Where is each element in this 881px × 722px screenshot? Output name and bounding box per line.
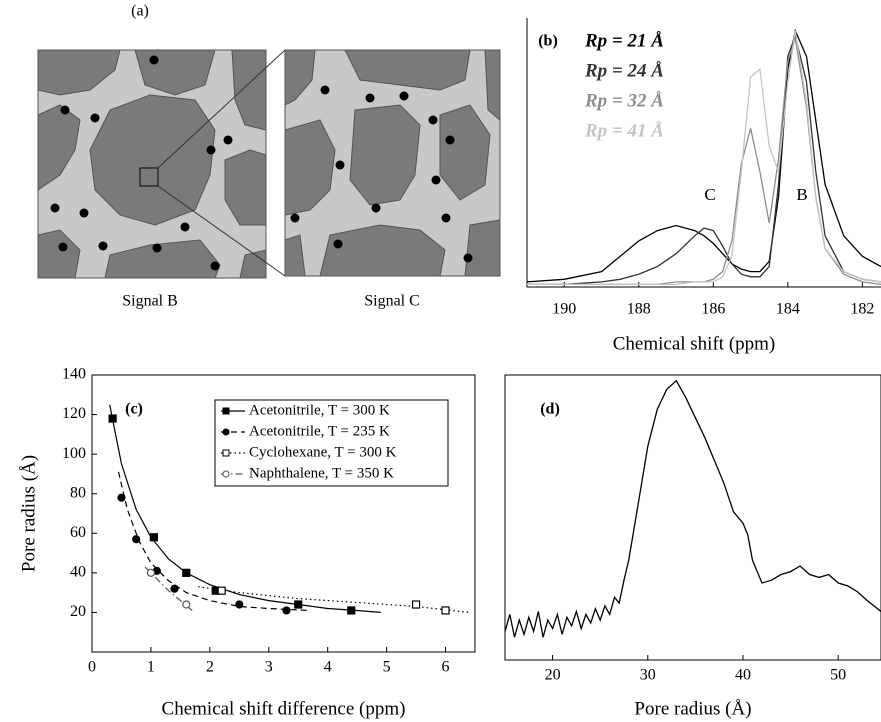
distribution-line bbox=[504, 379, 881, 638]
x-tick-label: 30 bbox=[640, 667, 656, 684]
marker bbox=[235, 600, 244, 609]
legend-label: Naphthalene, T = 350 K bbox=[249, 465, 394, 481]
marker bbox=[108, 414, 117, 423]
particles bbox=[50, 55, 233, 271]
x-axis-label: Chemical shift (ppm) bbox=[613, 333, 776, 354]
y-tick-label: 20 bbox=[70, 603, 86, 620]
peak-annotation: C bbox=[704, 185, 715, 204]
x-axis-label: Chemical shift difference (ppm) bbox=[162, 698, 406, 719]
legend-label: Acetonitrile, T = 300 K bbox=[249, 402, 390, 418]
legend-entry: Rp = 24 Å bbox=[584, 60, 664, 81]
legend-marker bbox=[222, 428, 230, 436]
marker bbox=[347, 606, 356, 615]
x-tick-label: 3 bbox=[265, 659, 273, 676]
marker bbox=[149, 533, 158, 542]
panel-label: (a) bbox=[131, 3, 149, 20]
x-tick-label: 50 bbox=[830, 667, 846, 684]
x-tick-label: 40 bbox=[735, 667, 751, 684]
y-tick-label: 80 bbox=[70, 484, 86, 501]
x-tick-label: 1 bbox=[147, 659, 155, 676]
legend-marker bbox=[222, 407, 230, 415]
x-tick-label: 20 bbox=[545, 667, 561, 684]
spectrum-line bbox=[527, 33, 881, 286]
zoom-box bbox=[139, 167, 159, 187]
x-tick-label: 186 bbox=[701, 301, 725, 318]
x-tick-label: 184 bbox=[776, 301, 800, 318]
x-tick-label: 4 bbox=[324, 659, 332, 676]
y-tick-label: 100 bbox=[62, 445, 86, 462]
marker bbox=[182, 568, 191, 577]
marker bbox=[132, 535, 141, 544]
x-axis-label: Pore radius (Å) bbox=[634, 698, 751, 719]
x-tick-label: 5 bbox=[383, 659, 391, 676]
zoom-line bbox=[157, 185, 286, 277]
spectrum-line bbox=[527, 30, 881, 286]
y-tick-label: 120 bbox=[62, 405, 86, 422]
zoom-line bbox=[157, 49, 286, 169]
y-tick-label: 40 bbox=[70, 564, 86, 581]
marker bbox=[441, 606, 450, 615]
caption: Signal C bbox=[364, 293, 420, 310]
legend-label: Cyclohexane, T = 300 K bbox=[249, 444, 397, 460]
zoom-grains bbox=[284, 49, 501, 277]
legend-box bbox=[214, 399, 449, 487]
plot-frame bbox=[504, 374, 881, 661]
marker bbox=[217, 586, 226, 595]
marker bbox=[146, 568, 156, 577]
y-tick-label: 60 bbox=[70, 524, 86, 541]
x-tick-label: 190 bbox=[552, 301, 576, 318]
plot-frame bbox=[91, 374, 476, 653]
spectrum-line bbox=[527, 38, 881, 286]
y-tick-label: 140 bbox=[62, 366, 86, 383]
marker bbox=[294, 600, 303, 609]
x-tick-label: 6 bbox=[442, 659, 450, 676]
legend-entry: Rp = 21 Å bbox=[584, 30, 664, 51]
panel-label: (c) bbox=[125, 401, 143, 418]
peak-annotation: B bbox=[796, 185, 807, 204]
caption: Signal B bbox=[122, 293, 178, 310]
panel-a: (a) bbox=[37, 3, 501, 310]
x-tick-label: 2 bbox=[206, 659, 214, 676]
legend-marker bbox=[222, 449, 230, 457]
y-axis-label: Pore radius (Å) bbox=[18, 455, 39, 572]
marker bbox=[282, 606, 291, 615]
legend-label: Acetonitrile, T = 235 K bbox=[249, 423, 390, 439]
legend-marker bbox=[222, 470, 230, 478]
grains bbox=[37, 49, 267, 279]
x-tick-label: 182 bbox=[850, 301, 874, 318]
zoom-particles bbox=[290, 85, 473, 263]
marker bbox=[117, 493, 126, 502]
fit-curve bbox=[109, 404, 381, 613]
x-tick-label: 188 bbox=[627, 301, 651, 318]
marker bbox=[411, 600, 421, 609]
panel-label: (d) bbox=[540, 401, 560, 418]
legend-entry: Rp = 41 Å bbox=[584, 120, 664, 141]
spectrum-line bbox=[526, 28, 881, 283]
marker bbox=[170, 584, 179, 593]
marker bbox=[182, 600, 191, 609]
legend-entry: Rp = 32 Å bbox=[584, 90, 664, 111]
x-tick-label: 0 bbox=[88, 659, 96, 676]
panel-label: (b) bbox=[538, 33, 558, 50]
